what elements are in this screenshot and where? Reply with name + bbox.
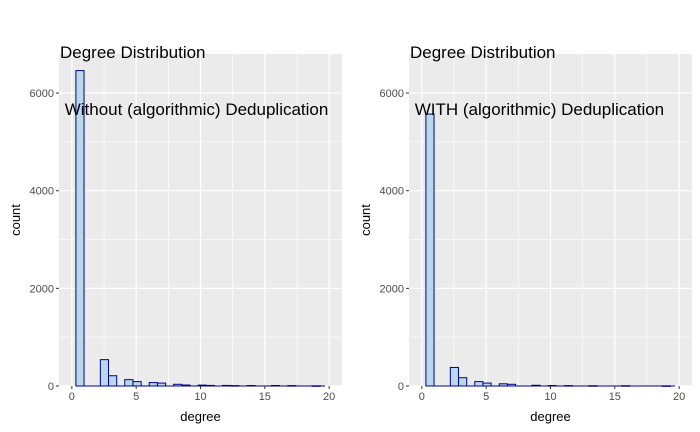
y-tick-label: 2000 xyxy=(30,283,54,295)
histogram-bar xyxy=(563,385,574,387)
chart-panel-with-dedup: 0 5 10 15 20 0 2000 4000 6000 degree count Degree … xyxy=(350,0,700,432)
x-axis-title: degree xyxy=(180,409,220,424)
x-tick-label: 0 xyxy=(419,391,425,403)
histogram-bar xyxy=(246,385,256,387)
chart-title-without-dedup: Degree Distribution Without (algorithmic… xyxy=(60,5,328,157)
y-tick-label: 6000 xyxy=(30,88,54,100)
histogram-bar xyxy=(547,385,557,387)
histogram-bar xyxy=(498,383,508,387)
y-tick-label: 4000 xyxy=(380,186,404,198)
x-tick-label: 10 xyxy=(544,391,556,403)
x-axis-title: degree xyxy=(530,409,570,424)
histogram-bar xyxy=(588,385,598,387)
x-tick-label: 15 xyxy=(609,391,621,403)
histogram-bar xyxy=(661,385,671,387)
histogram-bar xyxy=(181,384,191,387)
histogram-bar xyxy=(270,385,281,387)
x-tick-label: 15 xyxy=(259,391,271,403)
y-tick-label: 4000 xyxy=(30,186,54,198)
x-tick-label: 10 xyxy=(194,391,206,403)
x-tick-label: 5 xyxy=(483,391,489,403)
histogram-bar xyxy=(148,382,158,387)
histogram-bar xyxy=(506,383,517,387)
histogram-bar xyxy=(156,382,167,387)
chart-svg-without-dedup: 0 5 10 15 20 0 2000 4000 6000 degree count xyxy=(8,54,342,424)
y-axis-title: count xyxy=(8,204,23,236)
histogram-bar xyxy=(311,385,321,387)
chart-title-line2: WITH (algorithmic) Deduplication xyxy=(410,100,665,119)
chart-title-with-dedup: Degree Distribution WITH (algorithmic) D… xyxy=(410,5,664,157)
chart-svg-with-dedup: 0 5 10 15 20 0 2000 4000 6000 degree count xyxy=(358,54,692,424)
histogram-bar xyxy=(449,366,459,387)
histogram-bar xyxy=(458,377,468,387)
histogram-bar xyxy=(531,384,541,387)
histogram-bar xyxy=(222,384,232,387)
y-tick-label: 6000 xyxy=(380,88,404,100)
x-tick-label: 5 xyxy=(133,391,139,403)
y-tick-label: 0 xyxy=(48,381,54,393)
histogram-bar xyxy=(132,381,142,387)
histogram-bar xyxy=(124,379,134,387)
chart-title-line1: Degree Distribution xyxy=(410,43,556,62)
chart-title-line2: Without (algorithmic) Deduplication xyxy=(60,100,329,119)
y-tick-label: 2000 xyxy=(380,283,404,295)
histogram-bar xyxy=(75,70,85,387)
x-tick-label: 0 xyxy=(69,391,75,403)
histogram-bar xyxy=(108,375,118,387)
x-tick-label: 20 xyxy=(673,391,685,403)
chart-panel-without-dedup: 0 5 10 15 20 0 2000 4000 6000 degree count Degree … xyxy=(8,5,342,424)
chart-title-line1: Degree Distribution xyxy=(60,43,206,62)
histogram-bar xyxy=(230,385,240,387)
histogram-bar xyxy=(99,359,109,387)
histogram-bar xyxy=(173,383,183,387)
histogram-bar xyxy=(620,385,631,387)
x-tick-label: 20 xyxy=(323,391,335,403)
histogram-bar xyxy=(205,384,215,387)
histogram-bar xyxy=(197,384,207,387)
histogram-bar xyxy=(474,381,484,387)
histogram-bar xyxy=(482,382,492,387)
histogram-bar xyxy=(425,113,435,387)
y-tick-label: 0 xyxy=(398,381,404,393)
y-axis-title: count xyxy=(358,204,373,236)
histogram-bar xyxy=(287,385,297,387)
